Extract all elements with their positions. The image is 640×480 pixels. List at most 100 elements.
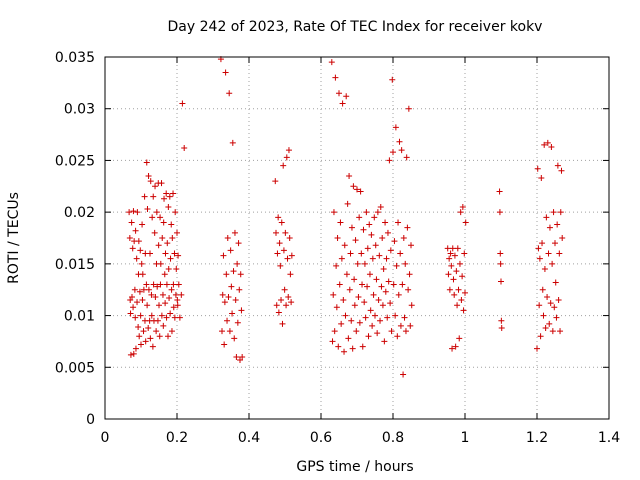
data-point <box>127 351 134 358</box>
data-point <box>535 245 542 252</box>
data-point <box>455 286 462 293</box>
data-point <box>134 209 141 216</box>
data-point <box>403 154 410 161</box>
data-point <box>445 271 452 278</box>
data-point <box>288 252 295 259</box>
y-tick-label: 0.015 <box>55 257 95 273</box>
data-point <box>377 317 384 324</box>
data-point <box>135 238 142 245</box>
data-point <box>145 172 152 179</box>
data-point <box>169 235 176 241</box>
data-point <box>554 162 561 169</box>
data-point <box>161 195 168 202</box>
data-point <box>127 310 134 317</box>
data-point <box>384 229 391 236</box>
data-point <box>126 235 133 241</box>
data-point <box>136 288 143 295</box>
data-point <box>165 203 172 210</box>
data-point <box>380 266 387 273</box>
data-point <box>134 299 141 306</box>
data-point <box>132 314 139 321</box>
data-point <box>375 297 382 304</box>
data-point <box>167 310 174 317</box>
data-point <box>282 229 289 236</box>
data-point <box>555 297 562 304</box>
data-point <box>385 278 392 285</box>
data-point <box>163 190 170 197</box>
data-point <box>126 209 133 216</box>
data-point <box>139 271 146 278</box>
data-point <box>386 157 393 164</box>
data-point <box>224 317 231 324</box>
data-point <box>231 335 238 342</box>
data-point <box>457 209 464 216</box>
data-point <box>448 262 455 269</box>
data-point <box>137 247 144 254</box>
data-point <box>278 219 285 226</box>
data-point <box>447 250 454 257</box>
data-point <box>546 224 553 231</box>
data-point <box>361 260 368 267</box>
data-point <box>147 250 153 257</box>
data-point <box>458 297 465 304</box>
data-point <box>449 245 456 252</box>
data-point <box>171 314 178 321</box>
data-point <box>359 343 366 350</box>
data-point <box>234 260 241 267</box>
data-point <box>392 124 399 131</box>
data-point <box>456 260 463 267</box>
y-tick-label: 0.02 <box>64 205 95 221</box>
data-point <box>283 302 290 309</box>
data-point <box>168 286 175 293</box>
data-point <box>390 149 396 156</box>
data-point <box>220 252 227 259</box>
data-point <box>287 271 294 278</box>
data-point <box>496 209 503 216</box>
data-point <box>368 231 375 238</box>
data-point <box>226 90 233 97</box>
data-point <box>145 286 152 293</box>
data-point <box>154 317 161 324</box>
data-point <box>143 281 150 288</box>
data-point <box>163 314 170 321</box>
data-point <box>164 240 171 247</box>
data-point <box>221 341 228 348</box>
data-point <box>156 333 163 340</box>
data-point <box>148 312 155 319</box>
data-point <box>460 307 467 314</box>
data-point <box>157 260 164 267</box>
data-point <box>128 219 135 226</box>
data-point <box>275 214 282 221</box>
data-point <box>168 221 175 228</box>
data-point <box>344 200 351 207</box>
data-point <box>346 286 353 293</box>
data-point <box>150 193 157 200</box>
data-point <box>356 319 363 326</box>
data-point <box>158 312 165 319</box>
data-point <box>551 304 558 311</box>
data-point <box>365 333 372 340</box>
data-point <box>130 350 137 357</box>
data-point <box>285 293 292 300</box>
data-point <box>541 141 548 148</box>
data-point <box>232 297 239 304</box>
data-point <box>278 297 285 304</box>
data-point <box>454 302 461 309</box>
data-point <box>550 209 557 216</box>
data-point <box>370 291 377 298</box>
y-tick-label: 0.01 <box>64 309 95 325</box>
data-point <box>364 245 371 252</box>
data-point <box>129 245 136 252</box>
data-point <box>405 286 412 293</box>
data-point <box>153 328 160 335</box>
data-point <box>359 281 366 288</box>
data-point <box>497 250 504 257</box>
data-point <box>369 322 376 329</box>
data-point <box>160 322 167 329</box>
data-point <box>330 209 337 216</box>
data-point <box>228 283 235 290</box>
data-point <box>498 317 505 324</box>
data-point <box>133 255 140 262</box>
x-tick-label: 0.8 <box>382 430 404 446</box>
